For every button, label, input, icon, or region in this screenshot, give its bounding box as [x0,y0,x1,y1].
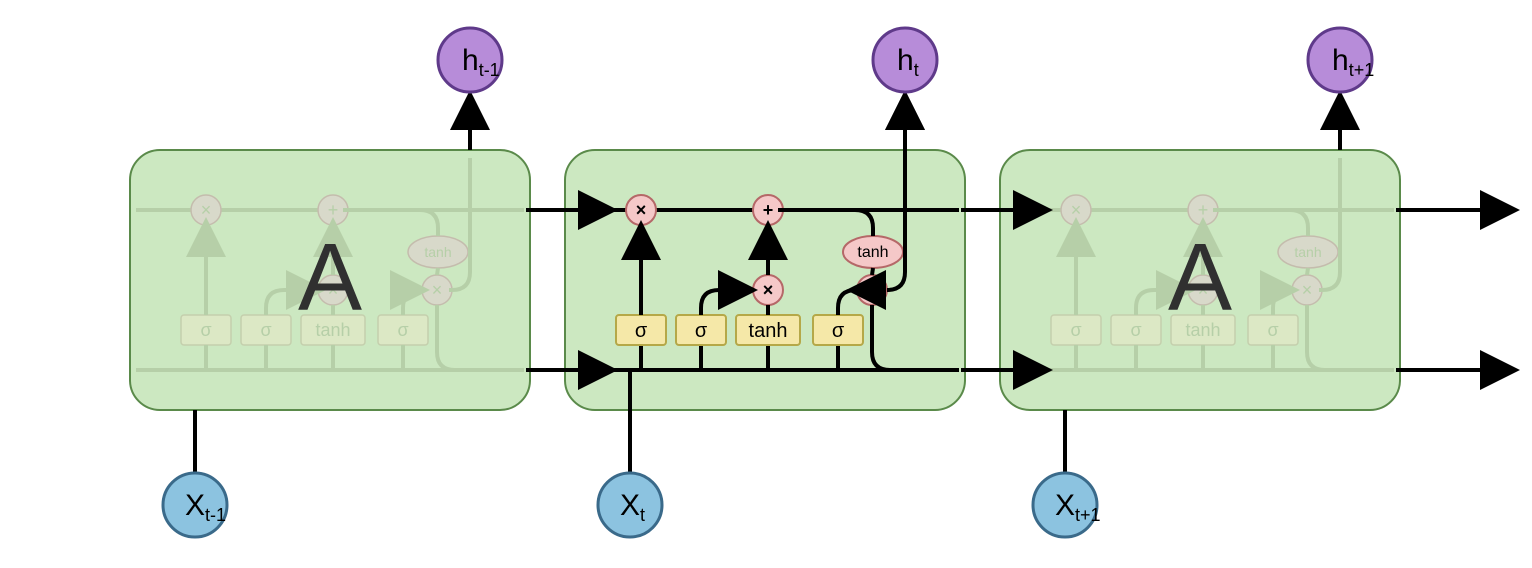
svg-text:σ: σ [1070,320,1081,340]
svg-text:tanh: tanh [857,244,888,261]
svg-text:σ: σ [695,320,708,342]
svg-text:σ: σ [832,320,845,342]
cell-label-A: A [298,224,362,331]
cell-label-A: A [1168,224,1232,331]
svg-text:×: × [1302,280,1313,300]
svg-text:σ: σ [1267,320,1278,340]
svg-text:σ: σ [260,320,271,340]
svg-text:tanh: tanh [749,320,788,342]
svg-text:×: × [636,200,647,220]
svg-text:+: + [763,200,774,220]
svg-text:σ: σ [1130,320,1141,340]
svg-text:σ: σ [635,320,648,342]
svg-text:σ: σ [200,320,211,340]
svg-text:×: × [432,280,443,300]
svg-text:×: × [867,280,878,300]
svg-text:+: + [328,200,339,220]
lstm-diagram: σσtanhσ×+×tanh×σσtanhσ×+×tanh×AAσσtanhσ×… [0,0,1532,568]
svg-text:σ: σ [397,320,408,340]
svg-text:+: + [1198,200,1209,220]
svg-text:×: × [1071,200,1082,220]
svg-text:tanh: tanh [424,244,451,260]
svg-text:×: × [763,280,774,300]
svg-text:×: × [201,200,212,220]
svg-text:tanh: tanh [1294,244,1321,260]
